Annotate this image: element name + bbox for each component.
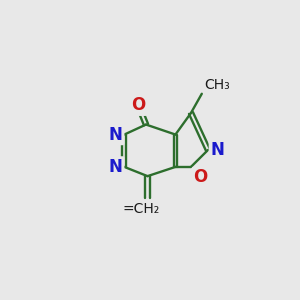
Text: O: O — [193, 168, 208, 186]
Text: N: N — [109, 158, 123, 176]
Text: CH₃: CH₃ — [204, 78, 230, 92]
Text: N: N — [210, 141, 224, 159]
Text: =CH₂: =CH₂ — [123, 202, 160, 215]
Text: O: O — [131, 96, 146, 114]
Text: N: N — [109, 126, 123, 144]
